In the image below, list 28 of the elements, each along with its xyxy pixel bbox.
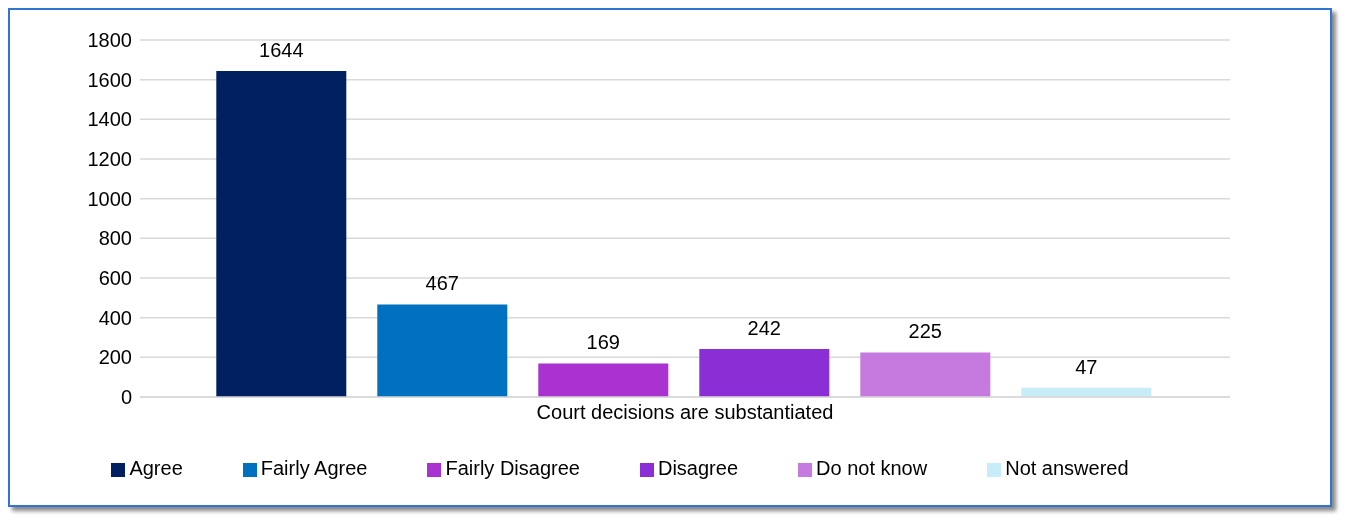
legend-label: Fairly Agree: [260, 457, 368, 479]
data-label: 467: [425, 272, 459, 295]
legend-label: Not answered: [1005, 457, 1129, 479]
bar: [216, 70, 347, 397]
data-label: 1644: [259, 38, 304, 61]
data-label: 169: [586, 331, 620, 354]
y-tick-label: 1000: [87, 187, 132, 210]
y-tick-label: 800: [98, 227, 132, 250]
y-tick-label: 600: [98, 267, 132, 290]
y-tick-label: 0: [120, 386, 132, 409]
data-label: 47: [1075, 355, 1098, 378]
bar: [538, 363, 669, 397]
bar: [699, 349, 830, 397]
data-label: 225: [908, 320, 942, 343]
y-tick-label: 200: [98, 346, 132, 369]
x-tick-label: Court decisions are substantiated: [536, 401, 834, 424]
y-tick-label: 1400: [87, 108, 132, 131]
legend-label: Do not know: [816, 457, 928, 479]
y-tick-label: 1200: [87, 148, 132, 171]
legend-label: Disagree: [657, 457, 739, 479]
data-label: 242: [747, 317, 781, 339]
y-tick-label: 1800: [87, 29, 132, 52]
bar: [860, 352, 991, 397]
legend-label: Fairly Disagree: [445, 457, 580, 479]
bar: [377, 304, 508, 397]
y-tick-label: 400: [98, 306, 132, 329]
y-tick-label: 1600: [87, 68, 132, 91]
legend-label: Agree: [129, 457, 183, 479]
